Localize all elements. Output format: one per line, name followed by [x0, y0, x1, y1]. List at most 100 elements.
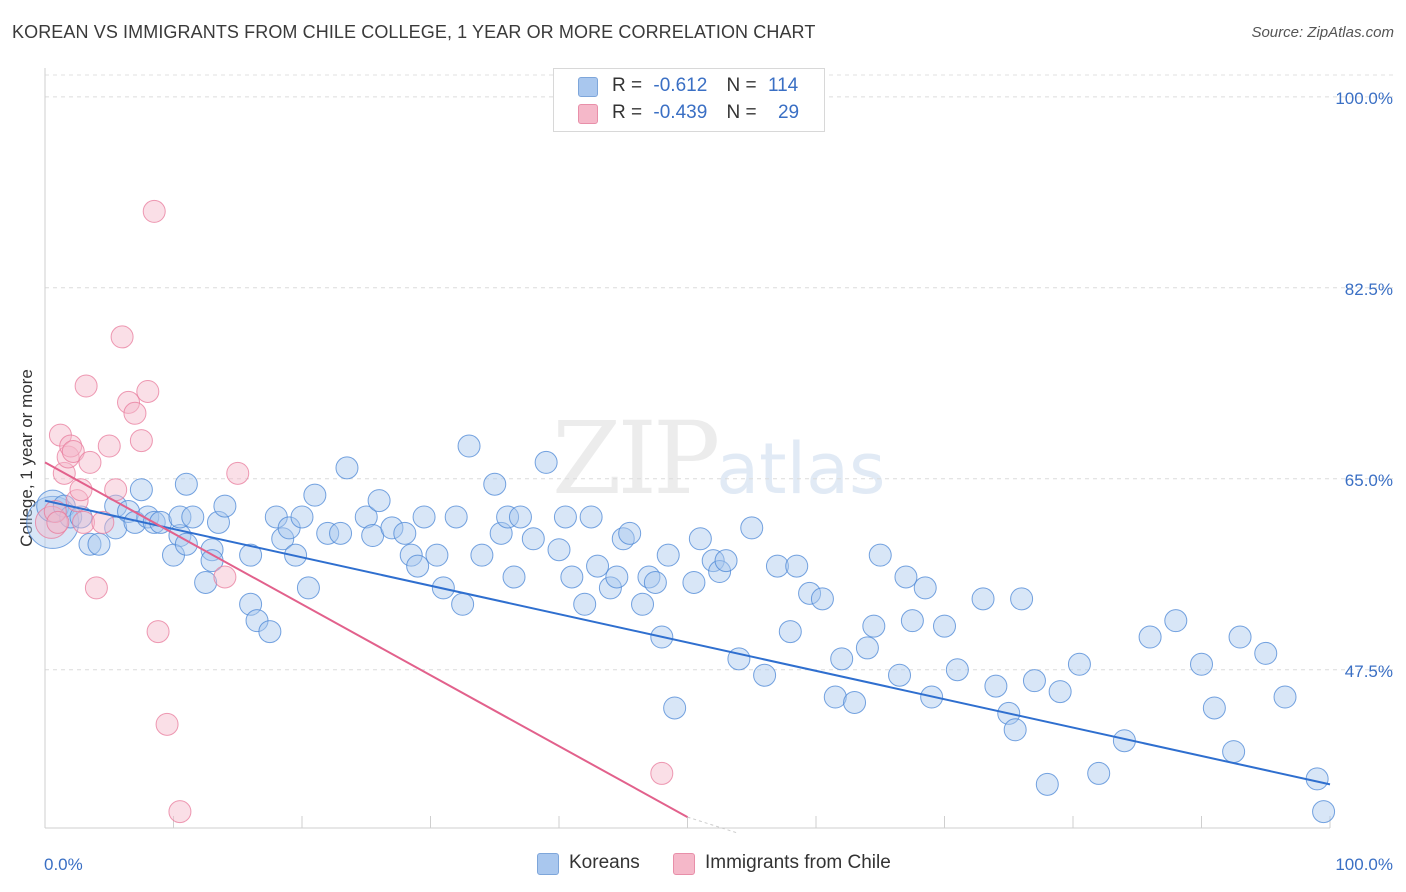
korean-point [303, 483, 327, 507]
korean-point [688, 527, 712, 551]
x-tick-label-min: 0.0% [44, 855, 83, 874]
chile-point [34, 505, 68, 539]
korean-point [888, 663, 912, 687]
chile-point [123, 401, 147, 425]
korean-point [598, 576, 622, 600]
korean-point [78, 532, 102, 556]
korean-point [740, 516, 764, 540]
chile-point [72, 510, 96, 534]
korean-point [361, 524, 385, 548]
korean-point [579, 505, 603, 529]
korean-point [483, 472, 507, 496]
korean-point [502, 565, 526, 589]
korean-point [1164, 609, 1188, 633]
korean-point [87, 532, 111, 556]
chile-point [61, 440, 85, 463]
korean-point [1035, 772, 1059, 796]
korean-point [573, 592, 597, 616]
y-tick-label: 82.5% [1345, 280, 1393, 299]
korean-point [560, 565, 584, 589]
korean-point [451, 592, 475, 616]
korean-point [129, 478, 153, 502]
chile-point [136, 379, 160, 403]
y-tick-label: 47.5% [1345, 662, 1393, 681]
korean-point [496, 505, 520, 529]
korean-point [1138, 625, 1162, 649]
r-label: R = [612, 102, 643, 123]
korean-point [329, 521, 353, 545]
korean-points [26, 434, 1336, 824]
korean-point [1202, 696, 1226, 720]
korean-point [1273, 685, 1297, 709]
korean-point [1048, 680, 1072, 704]
korean-point [1254, 641, 1278, 665]
r-label: R = [612, 75, 643, 96]
y-tick-label: 65.0% [1345, 471, 1393, 490]
korean-point [258, 620, 282, 644]
korean-point [778, 620, 802, 644]
chile-point [46, 510, 70, 534]
chile-trend-line [44, 461, 688, 818]
korean-point [444, 505, 468, 529]
korean-point [399, 543, 423, 567]
chile-point [146, 620, 170, 644]
korean-point [1190, 652, 1213, 676]
legend-swatch-koreans [537, 853, 559, 875]
korean-point [765, 554, 789, 578]
korean-point [823, 685, 847, 709]
korean-point [547, 538, 571, 562]
x-tick-label-max: 100.0% [1335, 855, 1393, 874]
korean-point [213, 494, 237, 518]
korean-point [1010, 587, 1034, 611]
legend-label-chile: Immigrants from Chile [705, 852, 891, 873]
watermark-atlas: atlas [716, 428, 886, 510]
korean-point [174, 472, 198, 496]
chile-point [142, 199, 166, 223]
n-value-chile: 29 [777, 102, 800, 123]
korean-point [798, 581, 822, 605]
korean-point [971, 587, 995, 611]
korean-point [1003, 718, 1027, 742]
korean-point [335, 456, 359, 480]
korean-point [984, 674, 1008, 698]
korean-point [785, 554, 809, 578]
korean-point [194, 570, 218, 594]
korean-point [290, 505, 314, 529]
chile-point [155, 712, 179, 736]
korean-point [753, 663, 777, 687]
korean-point [296, 576, 320, 600]
korean-point [1312, 800, 1336, 824]
korean-point [605, 565, 629, 589]
chile-point [129, 429, 153, 453]
korean-point [843, 691, 867, 714]
korean-point [631, 592, 655, 616]
korean-point [708, 560, 732, 584]
legend-swatch-chile [578, 104, 598, 124]
korean-point [553, 505, 577, 529]
korean-point [945, 658, 969, 682]
korean-point [168, 505, 192, 529]
korean-point [656, 543, 680, 567]
legend-swatch-chile [673, 853, 695, 875]
tick-labels: 47.5% 65.0% 82.5% 100.0% 0.0% 100.0% [44, 89, 1393, 874]
korean-point [316, 521, 340, 545]
r-value-koreans: -0.612 [653, 75, 708, 96]
korean-point [406, 554, 430, 578]
korean-point [412, 505, 436, 529]
korean-point [586, 554, 610, 578]
korean-point [894, 565, 918, 589]
chile-point [97, 434, 121, 458]
korean-point [682, 570, 706, 594]
n-label: N = [726, 102, 757, 123]
chile-point [84, 576, 108, 600]
chile-trend-extension [687, 816, 740, 834]
watermark-zip: ZIP [552, 400, 720, 517]
watermark: ZIPatlas [552, 400, 885, 517]
legend-swatch-koreans [578, 77, 598, 97]
korean-point [174, 532, 198, 556]
korean-point [534, 450, 558, 474]
korean-point [643, 570, 667, 594]
korean-point [1067, 652, 1091, 676]
korean-point [1087, 761, 1111, 785]
